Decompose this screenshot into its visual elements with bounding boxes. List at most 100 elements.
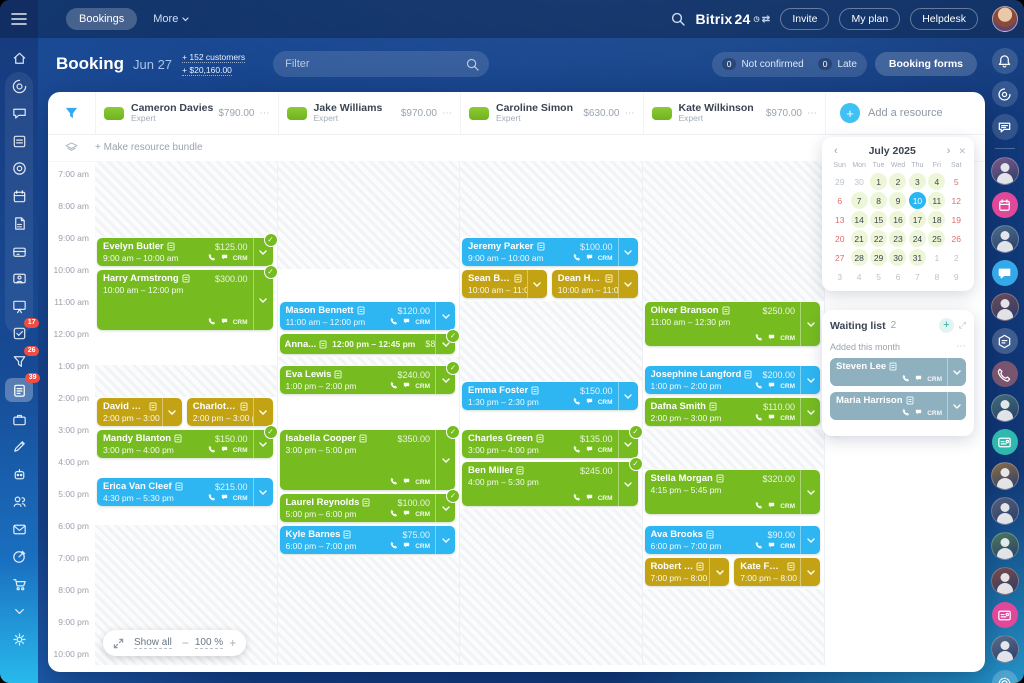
resource-menu-icon[interactable]: ⋯ — [259, 107, 270, 119]
phone-icon[interactable] — [208, 493, 216, 503]
booking-block[interactable]: Ben Miller $245.00 4:00 pm – 5:30 pm CRM ✓ — [462, 457, 643, 506]
calendar-day[interactable]: 2 — [889, 173, 907, 190]
next-month-button[interactable]: › — [946, 145, 951, 157]
booking-block[interactable]: Sean Baker10:00 am – 11:00 — [462, 270, 547, 298]
chat-icon[interactable] — [767, 501, 776, 511]
chat-icon[interactable] — [767, 381, 776, 391]
my-plan-button[interactable]: My plan — [839, 8, 901, 30]
chat-user-avatar[interactable] — [990, 532, 1019, 560]
booking-block[interactable]: Jeremy Parker $100.00 9:00 am – 10:00 am CR… — [462, 238, 638, 266]
calendar-day[interactable]: 29 — [834, 176, 845, 187]
chatline-icon[interactable] — [991, 114, 1018, 140]
phone-icon[interactable] — [755, 381, 763, 391]
calendar-day[interactable]: 13 — [834, 214, 845, 225]
phone-icon[interactable] — [573, 493, 581, 503]
booking-block[interactable]: Charles Green $135.00 3:00 pm – 4:00 pm CRM… — [462, 425, 643, 458]
sidebar-item-shop[interactable] — [6, 574, 32, 595]
calendar-day[interactable]: 7 — [915, 271, 920, 282]
show-all-button[interactable]: Show all — [134, 637, 172, 649]
phone-icon[interactable] — [991, 361, 1018, 387]
sidebar-item-automation[interactable] — [6, 464, 32, 485]
crm-link[interactable]: CRM — [232, 254, 248, 262]
crm-link[interactable]: CRM — [780, 382, 795, 390]
phone-icon[interactable] — [208, 317, 216, 327]
booking-expand-chevron[interactable] — [617, 430, 638, 458]
calendar-day[interactable]: 2 — [953, 252, 959, 263]
booking-expand-chevron[interactable] — [617, 238, 638, 266]
sidebar-item-marketing[interactable] — [6, 546, 32, 567]
calendar-day[interactable]: 26 — [951, 233, 962, 244]
sidebar-item-hr[interactable] — [6, 491, 32, 512]
calendar-day[interactable]: 9 — [889, 192, 907, 209]
calendar-day[interactable]: 28 — [850, 249, 868, 266]
zoom-out-button[interactable]: − — [181, 636, 189, 650]
crm-link[interactable]: CRM — [927, 375, 942, 383]
booking-block[interactable]: Kyle Barnes $75.00 6:00 pm – 7:00 pm CRM — [279, 526, 455, 554]
helpdesk-button[interactable]: Helpdesk — [910, 8, 978, 30]
booking-expand-chevron[interactable] — [435, 430, 455, 490]
crm-link[interactable]: CRM — [927, 409, 942, 417]
sidebar-item-settings[interactable] — [6, 629, 32, 650]
chat-icon[interactable] — [402, 317, 411, 327]
resource-column-header[interactable]: Caroline Simon Expert $630.00 ⋯ — [461, 92, 644, 134]
chat-icon[interactable] — [402, 477, 411, 487]
calendar-day[interactable]: 27 — [834, 252, 845, 263]
booking-expand-chevron[interactable] — [252, 478, 273, 506]
booking-expand-chevron[interactable] — [617, 382, 638, 410]
customers-count[interactable]: + 152 customers — [182, 52, 246, 63]
booking-block[interactable]: Ava Brooks $90.00 6:00 pm – 7:00 pm CRM — [644, 526, 820, 554]
chat-icon[interactable] — [220, 493, 229, 503]
card-teal-icon[interactable] — [991, 429, 1018, 455]
calendar-day[interactable]: 4 — [928, 173, 946, 190]
chat-user-avatar[interactable] — [990, 157, 1019, 185]
chat-icon[interactable] — [767, 541, 776, 551]
calendar-day[interactable]: 6 — [837, 195, 843, 206]
chat-user-avatar[interactable] — [990, 462, 1019, 490]
mini-calendar-title[interactable]: July 2025 — [868, 145, 916, 157]
chat-icon[interactable] — [767, 333, 776, 343]
booking-expand-chevron[interactable] — [435, 334, 455, 354]
resource-menu-icon[interactable]: ⋯ — [807, 107, 817, 119]
calendar-day[interactable]: 4 — [856, 271, 862, 282]
calendar-day[interactable]: 15 — [870, 211, 888, 228]
hamburger-menu-icon[interactable] — [0, 12, 38, 26]
sidebar-item-company[interactable] — [6, 409, 32, 430]
calendar-day[interactable]: 24 — [908, 230, 926, 247]
crm-link[interactable]: CRM — [780, 542, 795, 550]
zoom-level[interactable]: 100 % — [194, 637, 224, 649]
phone-icon[interactable] — [573, 445, 581, 455]
calendar-day[interactable]: 30 — [854, 176, 864, 187]
calendar-day[interactable]: 19 — [951, 214, 962, 225]
booking-block[interactable]: Anna... 12:00 pm – 12:45 pm $85.00 ✓ — [279, 329, 460, 354]
booking-block[interactable]: Emma Foster $150.00 1:30 pm – 2:30 pm CRM — [462, 382, 638, 410]
phone-icon[interactable] — [755, 413, 763, 423]
sidebar-item-sales[interactable]: 26 — [6, 345, 39, 372]
invite-button[interactable]: Invite — [780, 8, 830, 30]
booking-block[interactable]: Robert H...7:00 pm – 8:00 p — [644, 558, 730, 586]
resource-day-column[interactable]: Oliver Branson $250.00 11:00 am – 12:30 pm… — [642, 161, 825, 665]
sidebar-item-booking[interactable]: 39 — [5, 373, 40, 402]
card-pink-icon[interactable] — [991, 602, 1018, 628]
crm-link[interactable]: CRM — [780, 414, 795, 422]
sidebar-item-mail[interactable] — [6, 519, 32, 540]
expand-icon[interactable] — [113, 638, 124, 649]
calendar-day[interactable]: 30 — [889, 249, 907, 266]
calendar-day[interactable]: 14 — [850, 211, 868, 228]
booking-expand-chevron[interactable] — [435, 526, 455, 554]
booking-block[interactable]: Mandy Blanton $150.00 3:00 pm – 4:00 pm CRM… — [97, 425, 278, 458]
collapse-waiting-list-icon[interactable]: ⤢ — [958, 320, 966, 330]
booking-expand-chevron[interactable] — [800, 558, 820, 586]
phone-icon[interactable] — [902, 374, 910, 384]
calendar-day[interactable]: 1 — [870, 173, 888, 190]
calendar-day[interactable]: 7 — [850, 192, 868, 209]
booking-forms-button[interactable]: Booking forms — [874, 52, 977, 76]
phone-icon[interactable] — [902, 408, 910, 418]
resource-column-header[interactable]: Kate Wilkinson Expert $970.00 ⋯ — [644, 92, 826, 134]
crm-link[interactable]: CRM — [232, 318, 248, 326]
chat-user-avatar[interactable] — [990, 567, 1019, 595]
booking-expand-chevron[interactable] — [800, 526, 820, 554]
sidebar-item-collab[interactable] — [6, 76, 32, 97]
calendar-day[interactable]: 6 — [895, 271, 901, 282]
sidebar-item-home[interactable] — [6, 48, 32, 69]
add-resource-button[interactable]: + Add a resource — [826, 92, 985, 134]
